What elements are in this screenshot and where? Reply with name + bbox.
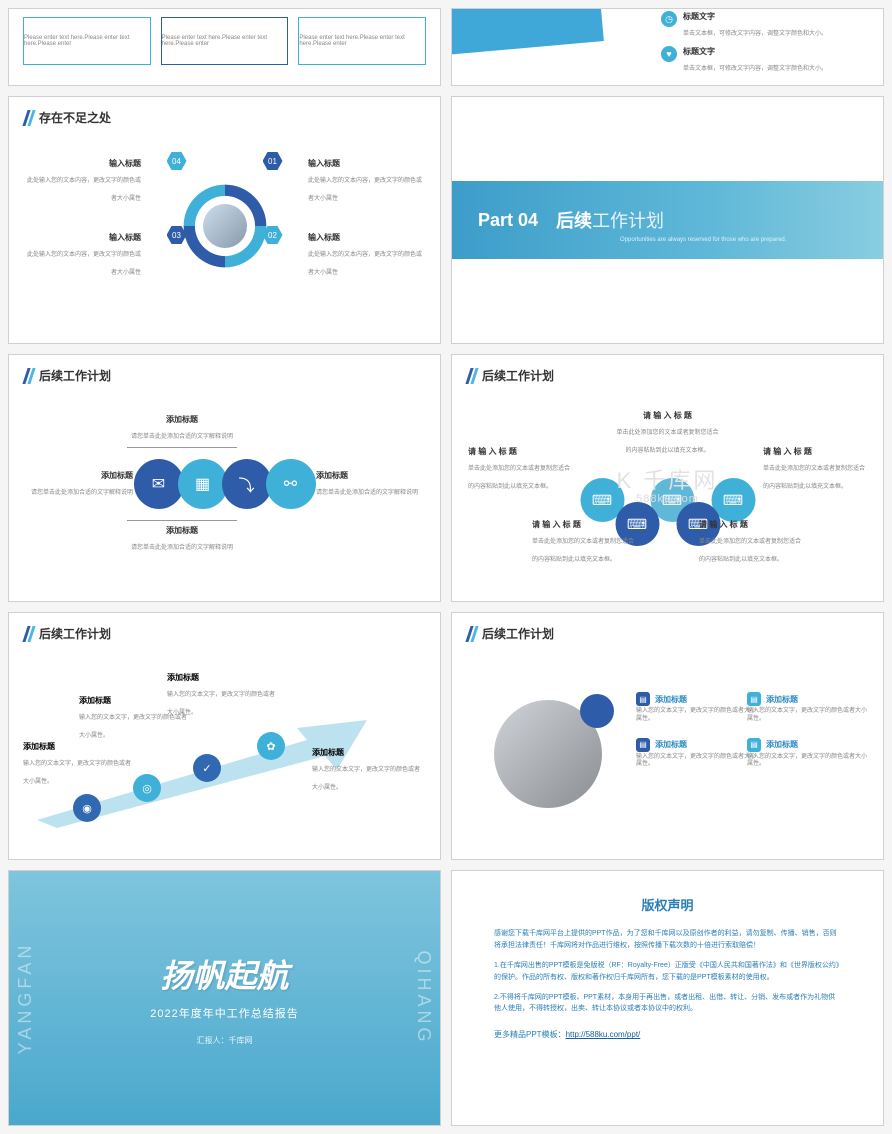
brush-title: 扬帆起航 xyxy=(160,951,288,997)
center-photo xyxy=(203,204,247,248)
bullet-item: ▤添加标题输入您的文本文字，更改文字的颜色或者大小属性。 xyxy=(747,692,867,724)
section-banner: Part 04 后续工作计划 Opportunities are always … xyxy=(452,181,883,259)
doc-icon: ▤ xyxy=(636,738,650,752)
reporter: 汇报人：千库网 xyxy=(197,1035,253,1046)
slide-cover: YANGFAN QIHANG 扬帆起航 2022年度年中工作总结报告 汇报人：千… xyxy=(8,870,441,1126)
slide-plan-circles: 后续工作计划 添加标题请您单击此处添加合适的文字解释说明 ✉ ▦ ⤵ ⚯ 添加标… xyxy=(8,354,441,602)
slide-title: 后续工作计划 xyxy=(39,367,111,384)
slide-ribbon-bullets: 标题文字单击文本框，可修改文字内容，调整文字颜色和大小。 标题文字单击文本框，可… xyxy=(451,8,884,86)
slide-three-boxes: Please enter text here.Please enter text… xyxy=(8,8,441,86)
text-block: 添加标题输入您的文本文字，更改文字的颜色或者大小属性。 xyxy=(312,747,422,794)
slide-copyright: 版权声明 感谢您下载千库网平台上提供的PPT作品，为了您和千库网以及原创作者的利… xyxy=(451,870,884,1126)
template-link[interactable]: http://588ku.com/ppt/ xyxy=(566,1030,641,1039)
text-block: 添加标题输入您的文本文字，更改文字的颜色或者大小属性。 xyxy=(23,741,133,788)
text-block: 输入标题此处输入您的文本内容，更改文字的颜色或者大小属性 xyxy=(308,232,426,279)
copyright-text: 1.在千库网出售的PPT模板是免版税（RF：Royalty-Free）正版受《中… xyxy=(494,960,841,984)
slide-title: 后续工作计划 xyxy=(39,625,111,642)
doc-icon: ▤ xyxy=(747,738,761,752)
bullet-item: ▤添加标题输入您的文本文字，更改文字的颜色或者大小属性。 xyxy=(636,738,756,770)
more-templates: 更多精品PPT模板：http://588ku.com/ppt/ xyxy=(494,1029,841,1040)
slide-plan-photo: 后续工作计划 ▤添加标题输入您的文本文字，更改文字的颜色或者大小属性。 ▤添加标… xyxy=(451,612,884,860)
bullet-item: ▤添加标题输入您的文本文字，更改文字的颜色或者大小属性。 xyxy=(636,692,756,724)
text-box: Please enter text here.Please enter text… xyxy=(161,17,289,65)
check-icon: ✓ xyxy=(193,754,221,782)
slide-plan-wave: 后续工作计划 K 千库网588ku.com 请 输 入 标 题单击此处添加您的文… xyxy=(451,354,884,602)
text-block: 请 输 入 标 题单击此处添加您的文本或者复制您适合的内容粘贴到此以填充文本框。 xyxy=(616,410,720,457)
copyright-text: 感谢您下载千库网平台上提供的PPT作品，为了您和千库网以及原创作者的利益，请勿复… xyxy=(494,928,841,952)
text-block: 添加标题请您单击此处添加合适的文字解释说明 xyxy=(23,470,133,499)
hex-badge: 04 xyxy=(167,152,187,170)
text-block: 输入标题此处输入您的文本内容，更改文字的颜色或者大小属性 xyxy=(23,158,141,205)
bulb-icon: ◉ xyxy=(73,794,101,822)
slide-title: 后续工作计划 xyxy=(482,367,554,384)
text-block: 添加标题请您单击此处添加合适的文字解释说明 xyxy=(127,520,237,554)
chat-icon: ✉ xyxy=(134,459,184,509)
medal-icon: ◎ xyxy=(133,774,161,802)
text-box: Please enter text here.Please enter text… xyxy=(298,17,426,65)
text-block: 请 输 入 标 题单击此处添加您的文本或者复制您适合的内容粘贴到此以填充文本框。 xyxy=(532,519,636,566)
copyright-text: 2.不得将千库网的PPT模板、PPT素材，本身用于再出售，或者出租、出借、转让、… xyxy=(494,992,841,1016)
link-icon: ⚯ xyxy=(266,459,316,509)
bullet-item: ▤添加标题输入您的文本文字，更改文字的颜色或者大小属性。 xyxy=(747,738,867,770)
copyright-title: 版权声明 xyxy=(494,895,841,914)
hex-badge: 01 xyxy=(263,152,283,170)
subtitle: 2022年度年中工作总结报告 xyxy=(150,1005,298,1021)
gear-icon: ✿ xyxy=(257,732,285,760)
text-block: 添加标题输入您的文本文字，更改文字的颜色或者大小属性。 xyxy=(167,672,277,719)
text-block: 请 输 入 标 题单击此处添加您的文本或者复制您适合的内容粘贴到此以填充文本框。 xyxy=(468,446,572,493)
ribbon-shape xyxy=(451,8,604,57)
slide-title: 存在不足之处 xyxy=(39,109,111,126)
text-block: 添加标题请您单击此处添加合适的文字解释说明 xyxy=(316,470,426,499)
text-block: 输入标题此处输入您的文本内容，更改文字的颜色或者大小属性 xyxy=(308,158,426,205)
side-text: YANGFAN xyxy=(15,942,36,1055)
doc-icon: ▤ xyxy=(747,692,761,706)
photo-badge xyxy=(580,694,614,728)
bullet-item: 标题文字单击文本框，可修改文字内容，调整文字颜色和大小。 xyxy=(661,11,871,40)
text-block: 添加标题请您单击此处添加合适的文字解释说明 xyxy=(127,414,237,448)
doc-icon: ▤ xyxy=(636,692,650,706)
clock-icon xyxy=(661,11,677,27)
text-block: 请 输 入 标 题单击此处添加您的文本或者复制您适合的内容粘贴到此以填充文本框。 xyxy=(699,519,803,566)
slide-title: 后续工作计划 xyxy=(482,625,554,642)
share-icon: ⤵ xyxy=(222,459,272,509)
slide-shortcomings: 存在不足之处 01 02 03 04 输入标题此处输入您的文本内容，更改文字的颜… xyxy=(8,96,441,344)
bullet-item: 标题文字单击文本框，可修改文字内容，调整文字颜色和大小。 xyxy=(661,46,871,75)
slide-plan-arrow: 后续工作计划 ◉ ◎ ✓ ✿ 添加标题输入您的文本文字，更改文字的颜色或者大小属… xyxy=(8,612,441,860)
text-block: 请 输 入 标 题单击此处添加您的文本或者复制您适合的内容粘贴到此以填充文本框。 xyxy=(763,446,867,493)
side-text: QIHANG xyxy=(413,950,434,1045)
heart-icon xyxy=(661,46,677,62)
calendar-icon: ▦ xyxy=(178,459,228,509)
text-block: 输入标题此处输入您的文本内容，更改文字的颜色或者大小属性 xyxy=(23,232,141,279)
slide-part04: Part 04 后续工作计划 Opportunities are always … xyxy=(451,96,884,344)
text-box: Please enter text here.Please enter text… xyxy=(23,17,151,65)
